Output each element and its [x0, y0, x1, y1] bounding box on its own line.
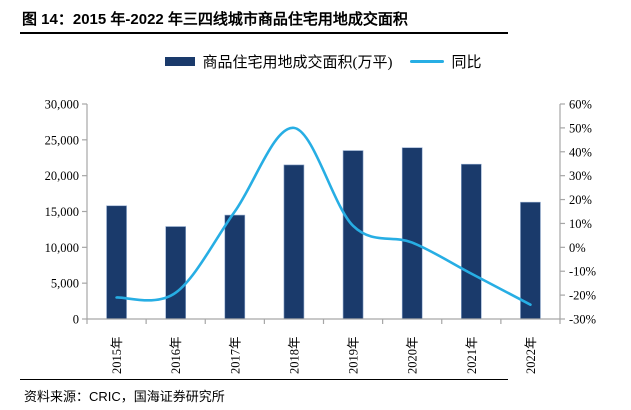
x-axis-category-label: 2016年 [169, 336, 183, 374]
title-divider [20, 32, 508, 34]
right-axis-tick-label: 10% [569, 217, 592, 231]
bar-2021年 [461, 163, 482, 320]
legend-bar-swatch [165, 56, 196, 66]
bar-2017年 [224, 214, 246, 320]
bar-2016年 [165, 226, 186, 320]
right-axis-tick-label: 20% [569, 193, 592, 207]
x-axis-category-label: 2019年 [347, 336, 361, 374]
right-axis-tick-label: 60% [569, 98, 592, 112]
left-axis-tick-label: 10,000 [45, 241, 79, 255]
right-axis-tick-label: -20% [569, 289, 596, 303]
left-axis-tick-label: 15,000 [45, 205, 79, 219]
left-axis-tick-label: 5,000 [51, 277, 79, 291]
right-axis-tick-label: 30% [569, 169, 592, 183]
x-axis-category-label: 2020年 [406, 336, 420, 374]
right-axis-tick-label: 40% [569, 145, 592, 159]
bar-2020年 [401, 147, 423, 320]
legend-bar-label: 商品住宅用地成交面积(万平) [202, 54, 393, 71]
left-axis-tick-label: 0 [73, 313, 79, 327]
legend-line-swatch [410, 59, 445, 63]
left-axis-tick-label: 25,000 [45, 133, 79, 147]
left-axis-tick-label: 30,000 [45, 98, 79, 112]
right-axis-tick-label: -10% [569, 265, 596, 279]
x-axis-category-label: 2018年 [287, 336, 301, 374]
bar-2019年 [342, 150, 364, 320]
bar-2015年 [106, 205, 127, 320]
legend-line-label: 同比 [451, 54, 482, 71]
yoy-line [115, 126, 532, 306]
left-axis-tick-label: 20,000 [45, 169, 79, 183]
right-axis-tick-label: 50% [569, 121, 592, 135]
x-axis-category-label: 2022年 [524, 336, 538, 374]
x-axis-category-label: 2015年 [110, 336, 124, 374]
x-axis-category-label: 2017年 [228, 336, 242, 374]
source-note: 资料来源：CRIC，国海证券研究所 [24, 389, 225, 404]
legend-item-bar-series: 商品住宅用地成交面积(万平) [165, 51, 392, 72]
bar-2018年 [283, 164, 305, 320]
legend-item-line-series: 同比 [410, 51, 482, 72]
source-divider [20, 379, 508, 381]
chart-legend: 商品住宅用地成交面积(万平) 同比 [87, 50, 560, 72]
right-axis-tick-label: 0% [569, 241, 586, 255]
right-axis-tick-label: -30% [569, 313, 596, 327]
figure-title: 图 14：2015 年-2022 年三四线城市商品住宅用地成交面积 [22, 11, 408, 28]
x-axis-category-label: 2021年 [465, 336, 479, 374]
